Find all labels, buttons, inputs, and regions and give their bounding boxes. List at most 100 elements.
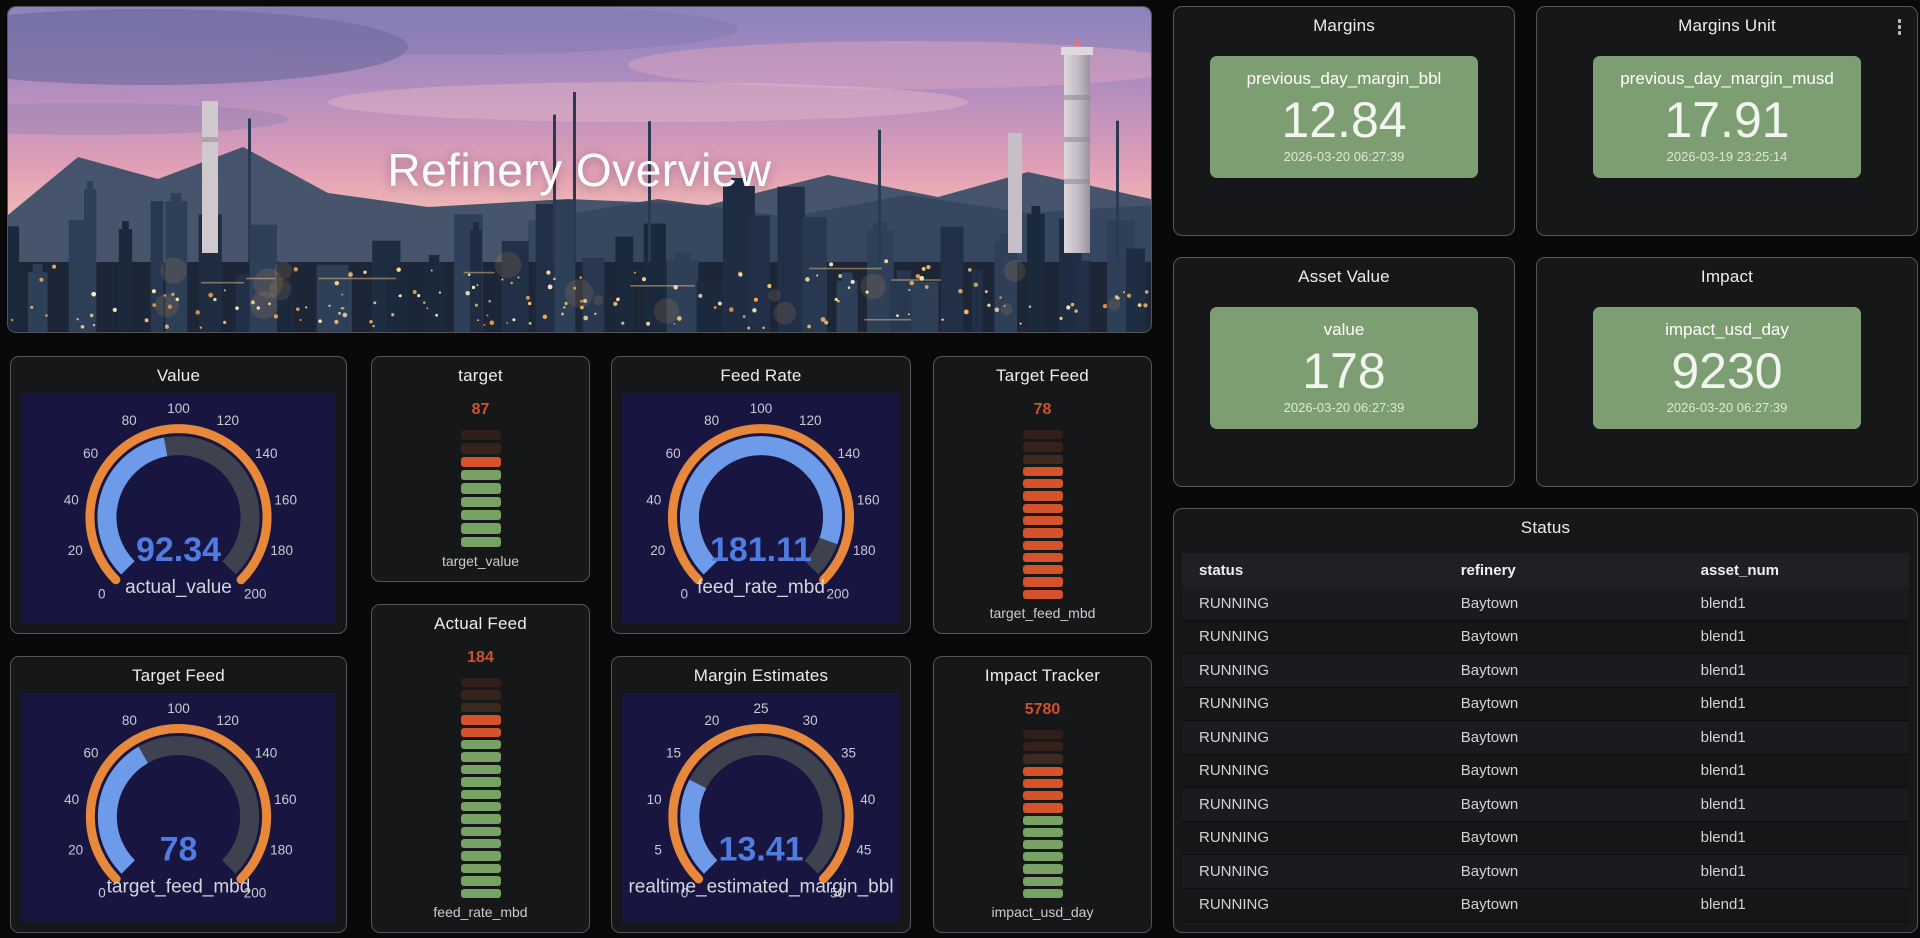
status-table: status refinery asset_num RUNNINGBaytown… [1182, 553, 1909, 922]
bar-gauge-value: 5780 [1025, 701, 1061, 721]
stat-field-name: previous_day_margin_bbl [1218, 69, 1470, 89]
column-header-refinery[interactable]: refinery [1444, 562, 1684, 579]
bar-gauge-value: 87 [472, 401, 490, 421]
svg-text:180: 180 [853, 543, 876, 558]
svg-text:target_feed_mbd: target_feed_mbd [107, 877, 251, 898]
svg-text:40: 40 [860, 792, 875, 807]
table-cell: blend1 [1684, 829, 1909, 846]
bar-gauge-field-label: impact_usd_day [992, 904, 1094, 924]
bar-cell-unlit_2 [1023, 742, 1063, 751]
panel-title[interactable]: Margins [1174, 7, 1514, 43]
svg-text:45: 45 [856, 843, 871, 858]
panel-title[interactable]: Margin Estimates [612, 657, 910, 693]
table-cell: blend1 [1684, 628, 1909, 645]
bar-cell-green [461, 839, 501, 848]
table-cell: blend1 [1684, 729, 1909, 746]
table-cell: RUNNING [1182, 796, 1444, 813]
bar-cell-green [461, 777, 501, 786]
stat-field-name: impact_usd_day [1601, 320, 1853, 340]
gauge-panel-target-feed: Target Feed 0204060801001201401601802007… [10, 656, 347, 933]
svg-text:160: 160 [857, 493, 880, 508]
bar-gauge-chart: 184 feed_rate_mbd [372, 635, 589, 932]
stat-panel-impact: Impact impact_usd_day 9230 2026-03-20 06… [1536, 257, 1918, 487]
table-cell: RUNNING [1182, 762, 1444, 779]
bar-cell-green [1023, 852, 1063, 861]
svg-text:40: 40 [646, 493, 661, 508]
svg-text:78: 78 [160, 831, 198, 869]
table-cell: Baytown [1444, 729, 1684, 746]
bar-cell-green [461, 814, 501, 823]
svg-text:0: 0 [680, 587, 688, 602]
bar-gauge-chart: 5780 impact_usd_day [934, 687, 1151, 932]
bar-cell-unlit_2 [461, 690, 501, 699]
bar-cell-green [461, 483, 501, 493]
svg-text:140: 140 [255, 746, 278, 761]
table-cell: RUNNING [1182, 829, 1444, 846]
table-cell: RUNNING [1182, 662, 1444, 679]
panel-title[interactable]: Impact [1537, 258, 1917, 294]
bar-cell-orange [1023, 791, 1063, 800]
bar-cell-orange [1023, 590, 1063, 599]
panel-title[interactable]: Status [1174, 509, 1917, 545]
column-header-asset-num[interactable]: asset_num [1684, 562, 1909, 579]
svg-text:20: 20 [68, 843, 83, 858]
table-cell: Baytown [1444, 863, 1684, 880]
panel-title[interactable]: Target Feed [11, 657, 346, 693]
table-cell: Baytown [1444, 595, 1684, 612]
stat-card: impact_usd_day 9230 2026-03-20 06:27:39 [1593, 307, 1861, 429]
table-body: RUNNINGBaytownblend1RUNNINGBaytownblend1… [1182, 587, 1909, 922]
svg-text:5: 5 [654, 843, 662, 858]
svg-text:100: 100 [750, 401, 773, 416]
svg-text:20: 20 [704, 713, 719, 728]
table-cell: RUNNING [1182, 628, 1444, 645]
svg-text:120: 120 [216, 713, 239, 728]
bar-gauge-value: 78 [1034, 401, 1052, 421]
table-row: RUNNINGBaytownblend1 [1182, 721, 1909, 755]
table-cell: RUNNING [1182, 896, 1444, 913]
table-cell: blend1 [1684, 662, 1909, 679]
svg-text:120: 120 [217, 413, 240, 428]
panel-title[interactable]: Asset Value [1174, 258, 1514, 294]
stat-value: 9230 [1601, 343, 1853, 399]
panel-menu-icon[interactable] [1895, 16, 1905, 38]
svg-text:60: 60 [83, 746, 98, 761]
svg-text:30: 30 [803, 713, 818, 728]
gauge-chart: 02040608010012014016018020092.34actual_v… [21, 393, 336, 623]
stat-timestamp: 2026-03-19 23:25:14 [1601, 149, 1853, 164]
dashboard-title: Refinery Overview [8, 7, 1151, 332]
bar-gauge-panel-actual-feed: Actual Feed 184 feed_rate_mbd [371, 604, 590, 933]
table-cell: Baytown [1444, 695, 1684, 712]
panel-title[interactable]: Feed Rate [612, 357, 910, 393]
bar-gauge-panel-target-feed: Target Feed 78 target_feed_mbd [933, 356, 1152, 634]
bar-cell-unlit_3 [1023, 754, 1063, 763]
bar-cell-green [461, 740, 501, 749]
table-row: RUNNINGBaytownblend1 [1182, 788, 1909, 822]
svg-text:181.11: 181.11 [710, 531, 812, 569]
table-cell: blend1 [1684, 595, 1909, 612]
bar-cell-unlit_1 [461, 430, 501, 440]
bar-gauge-chart: 78 target_feed_mbd [934, 387, 1151, 633]
table-row: RUNNINGBaytownblend1 [1182, 654, 1909, 688]
bar-cell-green [1023, 877, 1063, 886]
table-row: RUNNINGBaytownblend1 [1182, 621, 1909, 655]
bar-gauge-field-label: target_value [442, 553, 519, 573]
bar-cell-orange [1023, 467, 1063, 476]
bar-gauge-value: 184 [467, 649, 494, 669]
svg-text:200: 200 [827, 587, 850, 602]
bar-cell-green [461, 497, 501, 507]
table-row: RUNNINGBaytownblend1 [1182, 822, 1909, 856]
stat-card: value 178 2026-03-20 06:27:39 [1210, 307, 1478, 429]
panel-title[interactable]: Value [11, 357, 346, 393]
table-cell: blend1 [1684, 695, 1909, 712]
svg-text:40: 40 [64, 493, 79, 508]
bar-gauge-stack [1023, 430, 1063, 599]
svg-text:100: 100 [167, 401, 190, 416]
svg-text:140: 140 [838, 446, 861, 461]
svg-text:20: 20 [650, 543, 665, 558]
bar-cell-unlit_1 [461, 678, 501, 687]
bar-cell-unlit_2 [1023, 442, 1063, 451]
column-header-status[interactable]: status [1182, 562, 1444, 579]
panel-title[interactable]: Margins Unit [1537, 7, 1917, 43]
stat-value: 17.91 [1601, 92, 1853, 148]
bar-cell-orange [1023, 479, 1063, 488]
